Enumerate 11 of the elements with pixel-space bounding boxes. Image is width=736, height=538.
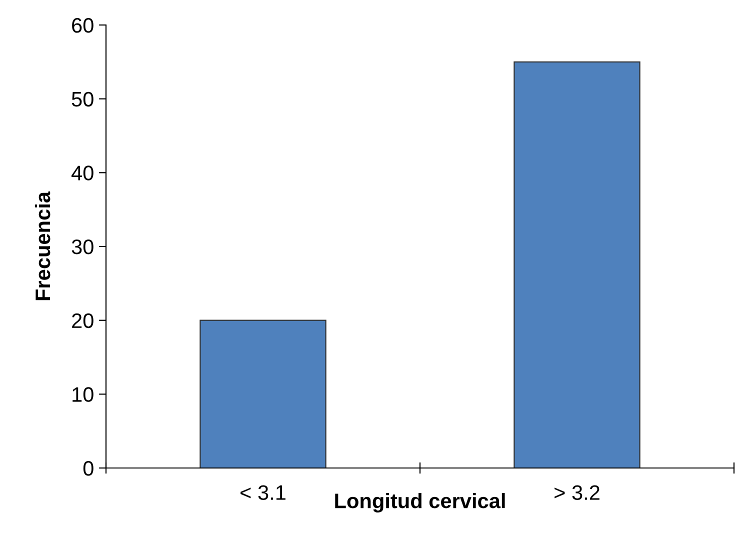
x-tick-label: < 3.1 bbox=[240, 485, 286, 500]
y-tick-label: 20 bbox=[72, 313, 94, 328]
y-axis-title: Frecuencia bbox=[34, 191, 50, 300]
y-tick-label: 50 bbox=[72, 92, 94, 107]
x-tick-label: > 3.2 bbox=[554, 485, 600, 500]
x-axis-title: Longitud cervical bbox=[335, 492, 505, 512]
y-tick-label: 0 bbox=[83, 461, 94, 476]
y-tick-label: 10 bbox=[72, 387, 94, 402]
y-tick-label: 30 bbox=[72, 240, 94, 254]
y-tick-label: 40 bbox=[72, 166, 94, 180]
y-tick-label: 60 bbox=[72, 18, 94, 33]
